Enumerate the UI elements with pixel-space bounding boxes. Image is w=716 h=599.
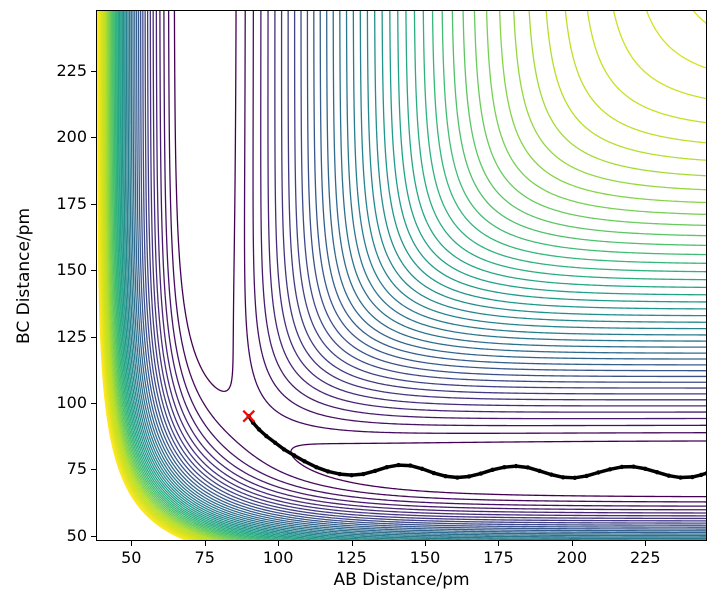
x-tick-label: 150 (409, 548, 441, 567)
x-tick-mark (498, 541, 500, 546)
y-tick-mark (91, 402, 96, 404)
y-tick-mark (91, 203, 96, 205)
y-tick-label: 200 (56, 127, 87, 147)
x-tick-label: 100 (262, 548, 294, 567)
y-tick-mark (91, 137, 96, 139)
x-tick-mark (131, 541, 133, 546)
x-tick-mark (645, 541, 647, 546)
x-tick-label: 225 (630, 548, 661, 567)
y-tick-label: 100 (56, 393, 87, 413)
x-tick-mark (351, 541, 353, 546)
x-tick-label: 125 (336, 548, 367, 567)
x-axis-label: AB Distance/pm (333, 570, 470, 590)
y-tick-mark (91, 71, 96, 73)
y-tick-label: 75 (66, 459, 87, 479)
y-tick-label: 125 (56, 326, 87, 346)
y-tick-label: 175 (56, 194, 87, 214)
y-tick-label: 225 (56, 61, 87, 81)
x-tick-mark (204, 541, 206, 546)
y-axis-label: BC Distance/pm (14, 207, 34, 345)
x-tick-label: 50 (121, 548, 142, 567)
y-tick-mark (91, 469, 96, 471)
x-tick-mark (571, 541, 573, 546)
x-tick-label: 75 (194, 548, 215, 567)
contour-plot-canvas (96, 10, 707, 541)
x-tick-label: 200 (556, 548, 588, 567)
x-tick-mark (425, 541, 426, 546)
y-tick-mark (91, 336, 96, 338)
x-tick-label: 175 (483, 548, 514, 567)
y-tick-mark (91, 270, 96, 272)
x-tick-mark (278, 541, 280, 546)
y-tick-mark (91, 535, 96, 537)
y-tick-label: 50 (66, 525, 87, 545)
y-tick-label: 150 (56, 260, 87, 280)
